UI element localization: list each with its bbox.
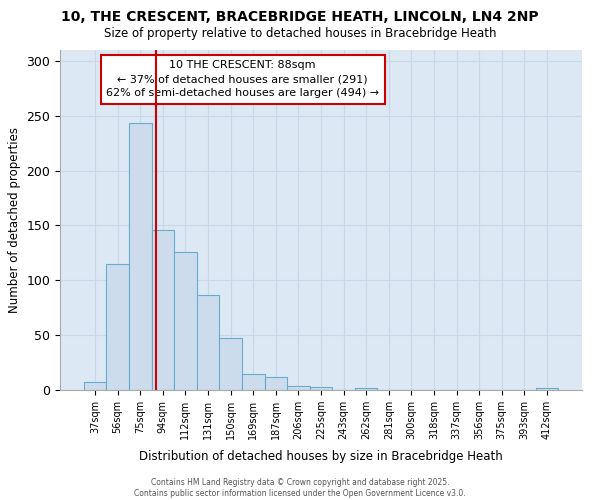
Bar	[129, 124, 152, 390]
Y-axis label: Number of detached properties: Number of detached properties	[8, 127, 21, 313]
Text: 10 THE CRESCENT: 88sqm
← 37% of detached houses are smaller (291)
62% of semi-de: 10 THE CRESCENT: 88sqm ← 37% of detached…	[106, 60, 379, 98]
Bar	[174, 252, 197, 390]
Bar	[242, 374, 265, 390]
Bar	[265, 377, 287, 390]
Text: 10, THE CRESCENT, BRACEBRIDGE HEATH, LINCOLN, LN4 2NP: 10, THE CRESCENT, BRACEBRIDGE HEATH, LIN…	[61, 10, 539, 24]
Bar	[84, 382, 106, 390]
Bar	[220, 338, 242, 390]
Bar	[355, 388, 377, 390]
Bar	[310, 386, 332, 390]
Text: Size of property relative to detached houses in Bracebridge Heath: Size of property relative to detached ho…	[104, 28, 496, 40]
Bar	[536, 388, 558, 390]
X-axis label: Distribution of detached houses by size in Bracebridge Heath: Distribution of detached houses by size …	[139, 450, 503, 464]
Bar	[197, 294, 220, 390]
Bar	[287, 386, 310, 390]
Bar	[106, 264, 129, 390]
Bar	[152, 230, 174, 390]
Text: Contains HM Land Registry data © Crown copyright and database right 2025.
Contai: Contains HM Land Registry data © Crown c…	[134, 478, 466, 498]
